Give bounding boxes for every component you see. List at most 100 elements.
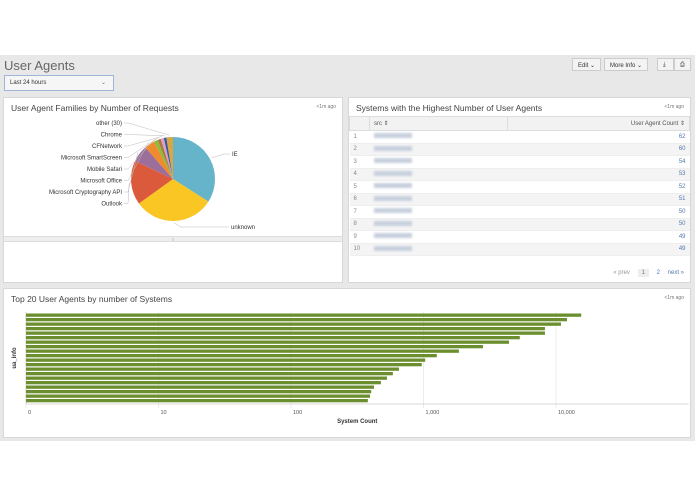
count-cell[interactable]: 49 — [507, 230, 690, 244]
x-tick-label: 10 — [161, 410, 167, 416]
time-range-dropdown[interactable]: Last 24 hours ⌄ — [4, 75, 114, 91]
column-header-src[interactable]: src ⇕ — [369, 116, 508, 131]
src-cell[interactable] — [369, 180, 508, 194]
count-cell[interactable]: 54 — [507, 155, 690, 169]
edit-label: Edit — [578, 63, 589, 69]
leader-line — [124, 138, 156, 170]
column-label: src — [374, 121, 382, 127]
src-cell[interactable] — [369, 155, 508, 169]
table-row[interactable]: 3 54 — [349, 155, 690, 169]
bar[interactable] — [26, 313, 582, 317]
column-header-count[interactable]: User Agent Count ⇕ — [507, 116, 690, 131]
redacted-value — [373, 133, 412, 139]
src-cell[interactable] — [369, 243, 508, 256]
pie-label: Microsoft Cryptography API — [49, 190, 122, 196]
table-row[interactable]: 4 53 — [349, 168, 690, 181]
bar[interactable] — [26, 354, 437, 358]
src-cell[interactable] — [369, 193, 508, 206]
table-row[interactable]: 7 50 — [349, 205, 690, 219]
pie-label: Outlook — [101, 202, 123, 208]
download-icon[interactable]: ⤓ — [657, 58, 674, 71]
count-cell[interactable]: 49 — [507, 243, 690, 256]
pie-slice[interactable] — [166, 137, 173, 179]
leader-line — [124, 134, 165, 137]
table-row[interactable]: 5 52 — [349, 180, 690, 194]
leader-line — [124, 152, 139, 193]
resize-handle[interactable]: ≡ — [4, 236, 342, 242]
more-info-label: More Info — [610, 63, 636, 69]
bar[interactable] — [26, 381, 381, 385]
count-cell[interactable]: 50 — [507, 205, 690, 219]
table-row[interactable]: 6 51 — [349, 193, 690, 206]
count-cell[interactable]: 51 — [507, 193, 690, 206]
src-cell[interactable] — [369, 218, 508, 231]
src-cell[interactable] — [369, 168, 508, 181]
bar[interactable] — [26, 376, 387, 380]
table-row[interactable]: 2 60 — [349, 143, 690, 156]
bar[interactable] — [26, 340, 510, 344]
time-range-value: Last 24 hours — [10, 80, 47, 86]
page-2[interactable]: 2 — [656, 270, 660, 276]
count-cell[interactable]: 50 — [507, 218, 690, 231]
print-icon[interactable]: ⎙ — [674, 58, 691, 71]
row-number: 9 — [349, 230, 370, 244]
prev-link[interactable]: « prev — [613, 270, 630, 276]
bar[interactable] — [26, 349, 459, 353]
row-number: 2 — [349, 143, 370, 156]
pie-slice[interactable] — [157, 138, 173, 179]
count-cell[interactable]: 53 — [507, 168, 690, 181]
row-number: 6 — [349, 193, 370, 206]
pie-slice[interactable] — [154, 139, 173, 179]
bar[interactable] — [26, 390, 372, 394]
bar[interactable] — [26, 318, 567, 322]
pie-slice[interactable] — [138, 179, 209, 222]
pie-slice[interactable] — [145, 141, 173, 179]
panel-title: Top 20 User Agents by number of Systems — [11, 294, 173, 304]
count-cell[interactable]: 62 — [507, 130, 690, 144]
bar[interactable] — [26, 358, 426, 362]
table-row[interactable]: 1 62 — [349, 130, 690, 144]
next-link[interactable]: next » — [667, 270, 684, 276]
page-1[interactable]: 1 — [637, 269, 649, 277]
bar[interactable] — [26, 331, 545, 335]
bar[interactable] — [26, 363, 422, 367]
redacted-value — [373, 145, 412, 151]
src-cell[interactable] — [369, 143, 508, 156]
pie-slice[interactable] — [131, 160, 173, 204]
redacted-value — [373, 170, 412, 176]
bar[interactable] — [26, 394, 371, 398]
page-title: User Agents — [4, 58, 75, 73]
bar[interactable] — [26, 399, 368, 403]
table-row[interactable]: 8 50 — [349, 218, 690, 231]
src-cell[interactable] — [369, 205, 508, 219]
pie-slice[interactable] — [135, 147, 173, 179]
updated-time: <1m ago — [316, 104, 336, 110]
x-tick-label: 0 — [28, 410, 31, 416]
pie-slice[interactable] — [163, 137, 173, 179]
pie-label: Microsoft Office — [80, 179, 122, 185]
bar[interactable] — [26, 385, 374, 389]
src-cell[interactable] — [369, 130, 508, 144]
bar[interactable] — [26, 322, 561, 326]
y-axis-label: ua_info — [12, 347, 18, 369]
pagination: « prev 1 2 next » — [607, 269, 684, 277]
table-row[interactable]: 10 49 — [349, 243, 690, 256]
more-info-button[interactable]: More Info ⌄ — [604, 58, 649, 71]
bar[interactable] — [26, 345, 483, 349]
count-cell[interactable]: 52 — [507, 180, 690, 194]
src-cell[interactable] — [369, 230, 508, 244]
row-number: 10 — [349, 243, 370, 256]
pie-label: other (30) — [96, 121, 122, 127]
leader-line — [124, 136, 162, 147]
systems-table: src ⇕ User Agent Count ⇕ 1 62 2 60 3 54 4 53 5 52… — [349, 116, 690, 256]
dashboard: User Agents Last 24 hours ⌄ Edit ⌄ More I… — [0, 55, 695, 441]
bar[interactable] — [26, 327, 545, 331]
pie-slice[interactable] — [173, 137, 215, 202]
bar[interactable] — [26, 336, 520, 340]
table-row[interactable]: 9 49 — [349, 230, 690, 244]
pie-slice[interactable] — [160, 138, 173, 179]
count-cell[interactable]: 60 — [507, 143, 690, 156]
edit-button[interactable]: Edit ⌄ — [572, 58, 602, 71]
bar[interactable] — [26, 372, 393, 376]
bar[interactable] — [26, 367, 399, 371]
